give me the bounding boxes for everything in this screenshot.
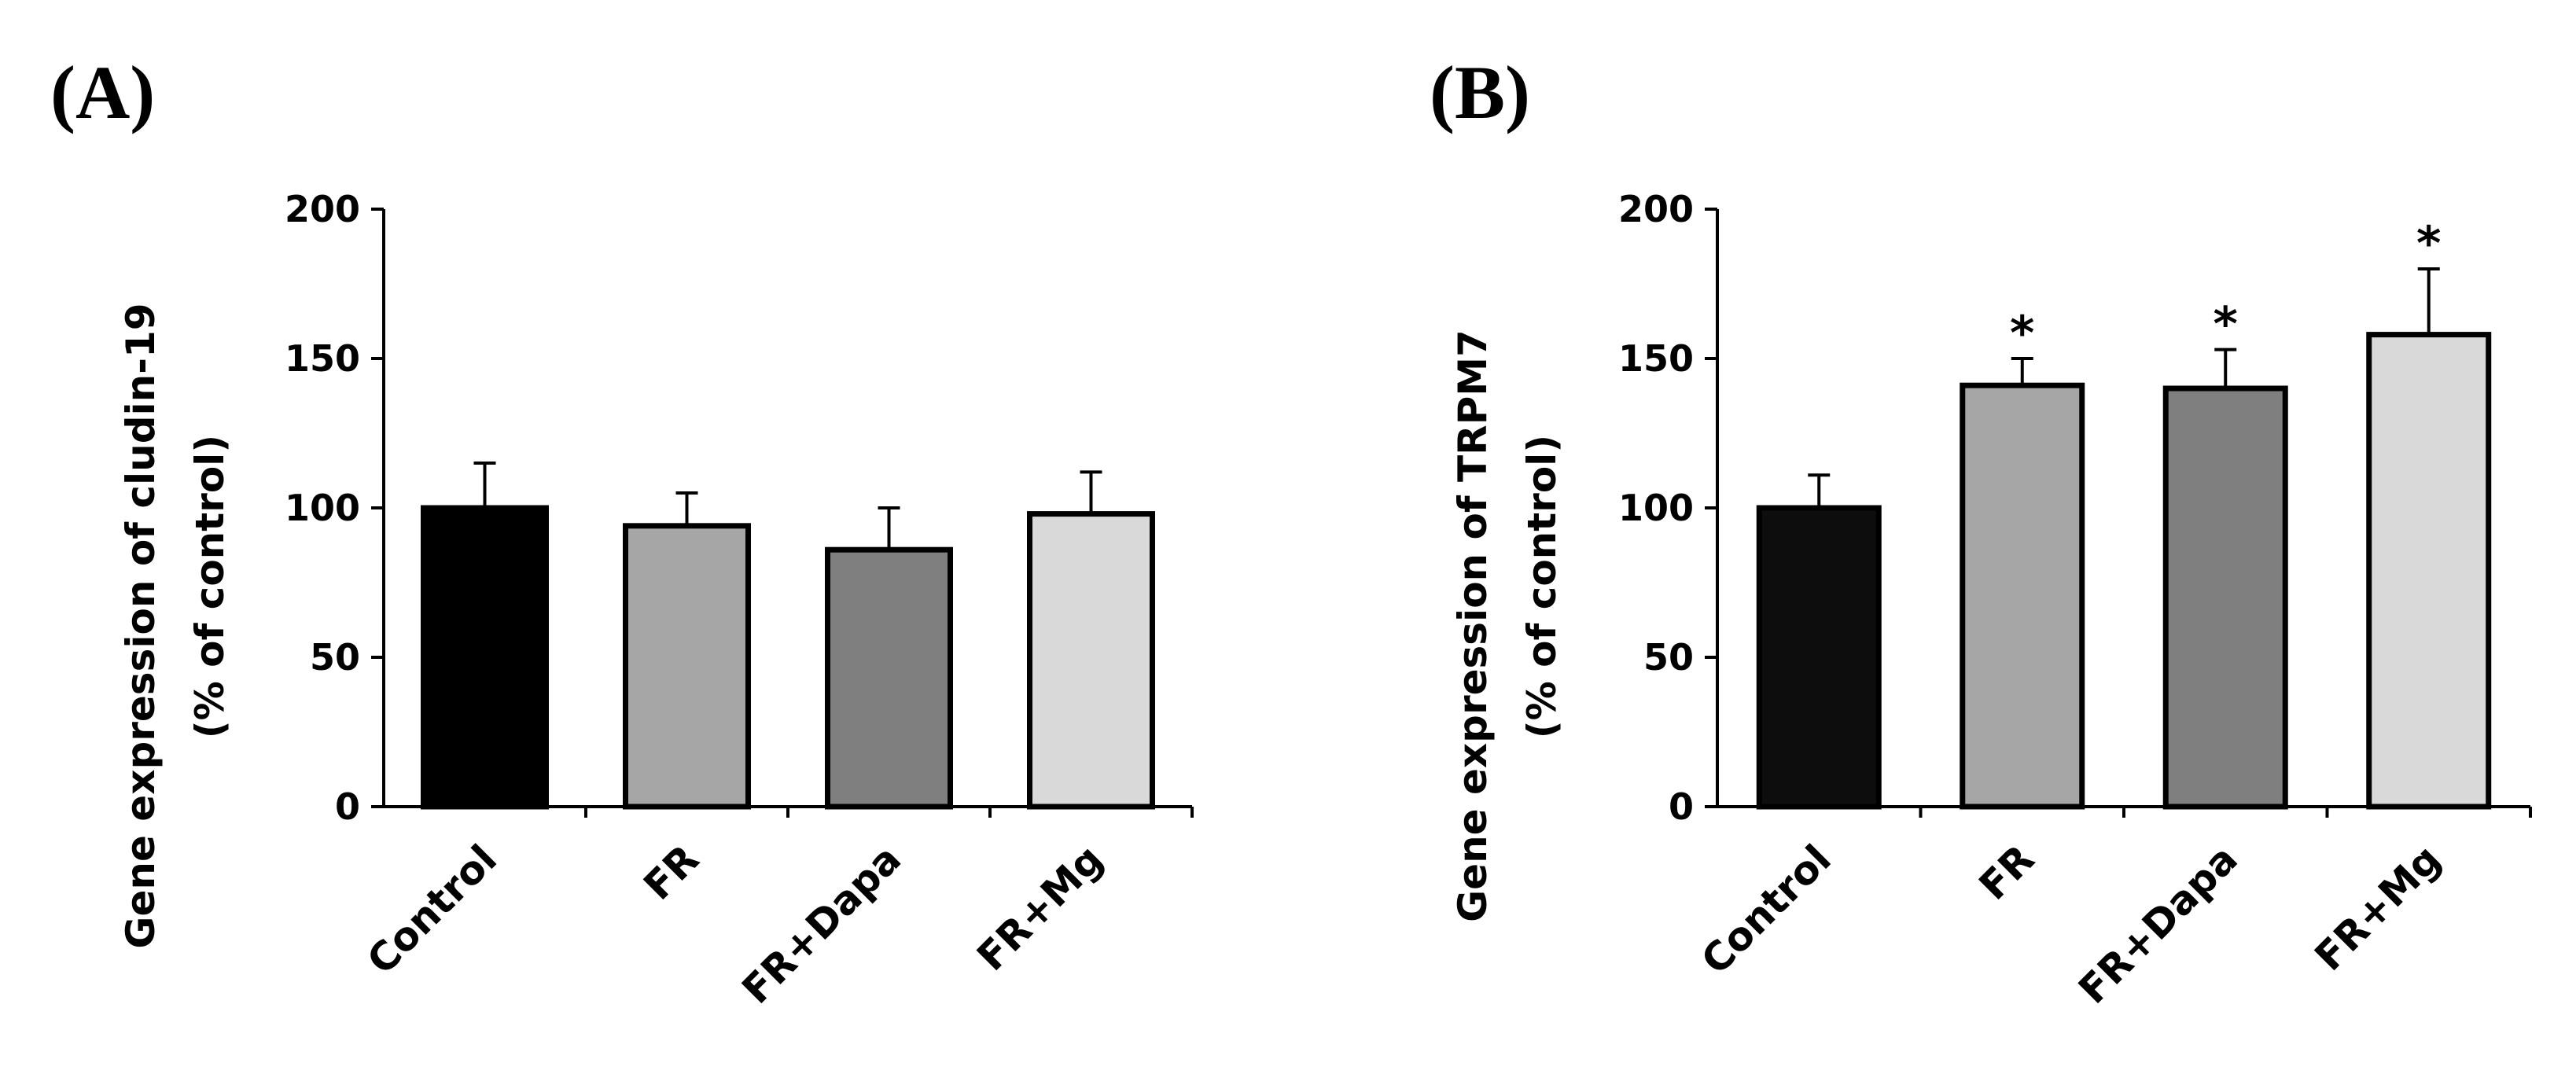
y-tick-label: 200 <box>285 188 360 230</box>
x-tick-label: FR+Mg <box>968 836 1112 980</box>
y-tick-label: 0 <box>335 785 360 828</box>
y-tick-label: 150 <box>1618 337 1694 380</box>
bar-fr-dapa <box>2162 385 2288 810</box>
chart-panel-b: (B) Gene expression of TRPM7 (% of contro… <box>1288 0 2576 1085</box>
bar-fr <box>1960 382 2085 810</box>
y-axis-label: Gene expression of TRPM7 <box>1450 329 1496 922</box>
significance-marker: * <box>2416 216 2441 271</box>
x-tick-label: FR <box>635 836 708 908</box>
bar-control <box>421 505 549 810</box>
significance-marker: * <box>2214 297 2238 352</box>
x-tick-label: FR <box>1971 836 2043 908</box>
chart-panel-a: (A) Gene expression of cludin-19 (% of co… <box>50 50 1194 1013</box>
bar-chart-trpm7: Gene expression of TRPM7 (% of control) 0 5… <box>1450 188 2532 1013</box>
bar-fr <box>623 523 751 810</box>
y-axis-label-unit: (% of control) <box>187 435 233 738</box>
x-tick-label: FR+Dapa <box>2070 836 2246 1012</box>
x-tick-label: FR+Mg <box>2306 836 2450 980</box>
y-tick-label: 150 <box>285 337 360 380</box>
x-tick-label: FR+Dapa <box>734 836 910 1012</box>
bar-fr-dapa <box>825 546 953 810</box>
y-tick-label: 50 <box>310 636 360 679</box>
significance-marker: * <box>2010 306 2034 361</box>
x-tick-label: Control <box>1693 836 1840 983</box>
panel-label: (B) <box>1430 50 1530 134</box>
y-axis-label: Gene expression of cludin-19 <box>118 303 164 948</box>
y-axis-label-unit: (% of control) <box>1519 435 1565 738</box>
y-tick-label: 200 <box>1618 188 1694 230</box>
y-tick-label: 0 <box>1669 785 1694 828</box>
bar-fr-mg <box>1027 511 1155 810</box>
y-tick-label: 100 <box>285 487 360 529</box>
x-tick-label: Control <box>359 836 506 983</box>
y-tick-label: 100 <box>1618 487 1694 529</box>
panel-label: (A) <box>50 50 156 134</box>
bar-fr-mg <box>2366 332 2492 810</box>
bar-chart-cludin-19: Gene expression of cludin-19 (% of contro… <box>118 188 1194 1013</box>
bar-control <box>1756 505 1882 810</box>
y-tick-label: 50 <box>1643 636 1694 679</box>
